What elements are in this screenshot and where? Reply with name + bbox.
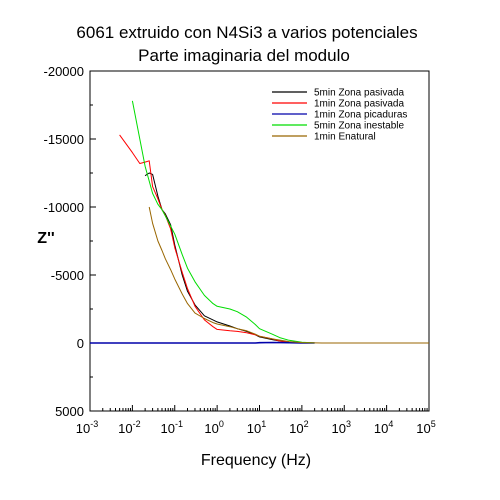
x-tick-label: 105 bbox=[416, 419, 435, 436]
series-layer bbox=[90, 100, 429, 344]
x-tick-label: 100 bbox=[204, 419, 223, 436]
x-axis-label: Frequency (Hz) bbox=[201, 452, 311, 469]
series-line-4 bbox=[131, 100, 315, 344]
y-tick-label: -10000 bbox=[44, 200, 84, 215]
x-tick-label: 10-3 bbox=[76, 419, 98, 436]
series-line-3 bbox=[90, 341, 315, 344]
chart-subtitle: Parte imaginaria del modulo bbox=[138, 46, 350, 65]
y-tick-label: -15000 bbox=[44, 132, 84, 147]
chart-title: 6061 extruido con N4Si3 a varios potenci… bbox=[76, 23, 417, 42]
x-tick-label: 10-1 bbox=[161, 419, 183, 436]
x-tick-label: 102 bbox=[289, 419, 308, 436]
legend-label: 5min Zona inestable bbox=[314, 121, 404, 132]
y-tick-label: -5000 bbox=[51, 268, 84, 283]
x-tick-label: 104 bbox=[374, 419, 393, 436]
series-line-2 bbox=[119, 134, 302, 344]
series-line-5 bbox=[148, 206, 429, 344]
series-line-1 bbox=[144, 172, 302, 344]
legend-label: 1min Enatural bbox=[314, 132, 376, 143]
x-axis: 10-3 10-2 10-1 100 101 102 103 104 105 bbox=[76, 405, 436, 436]
y-tick-label: 0 bbox=[77, 336, 84, 351]
x-tick-label: 103 bbox=[332, 419, 351, 436]
y-axis-label: Z'' bbox=[37, 230, 54, 247]
y-tick-label: -20000 bbox=[44, 64, 84, 79]
x-tick-label: 10-2 bbox=[118, 419, 140, 436]
y-axis: -20000 -15000 -10000 -5000 0 5000 bbox=[44, 64, 96, 419]
y-tick-label: 5000 bbox=[55, 404, 84, 419]
legend-label: 1min Zona picaduras bbox=[314, 110, 407, 121]
x-tick-label: 101 bbox=[247, 419, 266, 436]
legend-label: 5min Zona pasivada bbox=[314, 88, 404, 99]
legend-label: 1min Zona pasivada bbox=[314, 99, 404, 110]
